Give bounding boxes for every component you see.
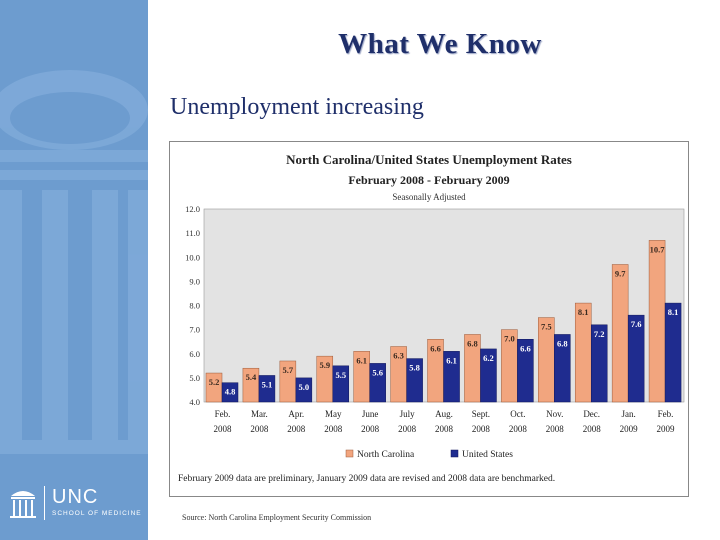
old-well-watermark — [0, 70, 148, 454]
nc-data-label: 6.3 — [393, 351, 404, 361]
us-data-label: 6.6 — [520, 343, 531, 353]
y-tick-label: 8.0 — [189, 301, 200, 311]
nc-data-label: 5.9 — [319, 360, 330, 370]
unemployment-chart: North Carolina/United States Unemploymen… — [178, 152, 685, 484]
slide-title: What We Know — [338, 28, 542, 60]
x-tick-month: Oct. — [510, 409, 525, 419]
source-note: Source: North Carolina Employment Securi… — [182, 513, 372, 522]
us-data-label: 7.6 — [631, 319, 642, 329]
slide-subtitle: Unemployment increasing — [170, 94, 424, 120]
us-bar — [443, 351, 460, 403]
us-data-label: 8.1 — [668, 307, 679, 317]
nc-data-label: 6.1 — [356, 355, 367, 365]
us-bar — [664, 302, 682, 403]
x-tick-year: 2008 — [213, 424, 232, 434]
us-bar — [369, 363, 386, 403]
nc-data-label: 7.0 — [504, 334, 515, 344]
chart-footnote: February 2009 data are preliminary, Janu… — [178, 474, 555, 484]
nc-data-label: 5.7 — [283, 365, 294, 375]
nc-data-label: 5.4 — [246, 372, 257, 382]
chart-title: North Carolina/United States Unemploymen… — [286, 152, 572, 167]
nc-bar — [574, 302, 592, 403]
us-bar — [517, 339, 534, 403]
chart-note: Seasonally Adjusted — [392, 192, 466, 202]
x-tick-year: 2008 — [398, 424, 417, 434]
y-tick-label: 12.0 — [185, 204, 200, 214]
us-data-label: 7.2 — [594, 329, 605, 339]
x-tick-year: 2008 — [546, 424, 565, 434]
sidebar-divider — [148, 0, 151, 540]
x-tick-year: 2008 — [361, 424, 380, 434]
x-tick-year: 2009 — [620, 424, 639, 434]
x-tick-month: Feb. — [658, 409, 674, 419]
us-data-label: 5.0 — [299, 382, 310, 392]
nc-data-label: 7.5 — [541, 322, 552, 332]
us-bar — [590, 324, 608, 403]
us-bar — [258, 375, 276, 403]
us-bar — [480, 348, 497, 403]
us-data-label: 6.2 — [483, 353, 494, 363]
x-tick-year: 2008 — [287, 424, 306, 434]
x-tick-year: 2008 — [472, 424, 491, 434]
us-bar — [295, 377, 313, 403]
us-bar — [221, 382, 239, 403]
x-tick-year: 2008 — [250, 424, 269, 434]
y-tick-label: 5.0 — [189, 373, 200, 383]
us-bar — [627, 314, 645, 403]
unc-logo: UNC SCHOOL OF MEDICINE — [6, 484, 146, 524]
us-bar — [406, 358, 423, 403]
old-well-icon — [10, 491, 36, 518]
legend-label-us: United States — [462, 450, 513, 460]
us-data-label: 5.1 — [262, 379, 273, 389]
x-tick-month: Mar. — [251, 409, 268, 419]
y-tick-label: 9.0 — [189, 276, 200, 286]
nc-data-label: 8.1 — [578, 307, 589, 317]
x-tick-month: June — [362, 409, 379, 419]
us-data-label: 6.8 — [557, 338, 568, 348]
us-data-label: 5.5 — [335, 370, 346, 380]
logo-school: SCHOOL OF MEDICINE — [52, 510, 142, 517]
x-tick-month: July — [400, 409, 416, 419]
logo-divider — [44, 486, 45, 520]
us-data-label: 4.8 — [225, 387, 236, 397]
x-tick-year: 2009 — [657, 424, 676, 434]
x-tick-month: Dec. — [583, 409, 600, 419]
x-tick-year: 2008 — [509, 424, 528, 434]
x-tick-year: 2008 — [583, 424, 602, 434]
us-data-label: 5.8 — [409, 363, 420, 373]
sidebar-panel: UNC SCHOOL OF MEDICINE — [0, 0, 148, 540]
x-tick-month: Jan. — [621, 409, 635, 419]
chart-frame: North Carolina/United States Unemploymen… — [169, 141, 689, 497]
nc-bar — [611, 264, 629, 403]
nc-data-label: 5.2 — [209, 377, 220, 387]
nc-data-label: 6.6 — [430, 343, 441, 353]
y-tick-label: 11.0 — [185, 228, 200, 238]
x-tick-month: Aug. — [435, 409, 453, 419]
nc-data-label: 10.7 — [650, 244, 666, 254]
x-tick-month: Feb. — [215, 409, 231, 419]
legend-swatch-nc — [345, 449, 354, 458]
nc-data-label: 9.7 — [615, 268, 626, 278]
x-tick-month: Nov. — [546, 409, 563, 419]
us-bar — [332, 365, 350, 403]
logo-unc: UNC — [52, 486, 99, 508]
x-tick-month: Sept. — [472, 409, 490, 419]
x-tick-year: 2008 — [435, 424, 454, 434]
nc-data-label: 6.8 — [467, 338, 478, 348]
x-tick-year: 2008 — [324, 424, 343, 434]
nc-bar — [648, 240, 666, 403]
y-tick-label: 6.0 — [189, 349, 200, 359]
y-tick-label: 4.0 — [189, 397, 200, 407]
y-tick-label: 10.0 — [185, 252, 200, 262]
x-tick-month: May — [325, 409, 342, 419]
chart-subtitle: February 2008 - February 2009 — [348, 173, 509, 187]
us-bar — [554, 334, 571, 403]
us-data-label: 6.1 — [446, 355, 457, 365]
x-tick-month: Apr. — [288, 409, 304, 419]
legend-label-nc: North Carolina — [357, 450, 415, 460]
y-tick-label: 7.0 — [189, 325, 200, 335]
legend-swatch-us — [450, 449, 459, 458]
us-data-label: 5.6 — [372, 367, 383, 377]
